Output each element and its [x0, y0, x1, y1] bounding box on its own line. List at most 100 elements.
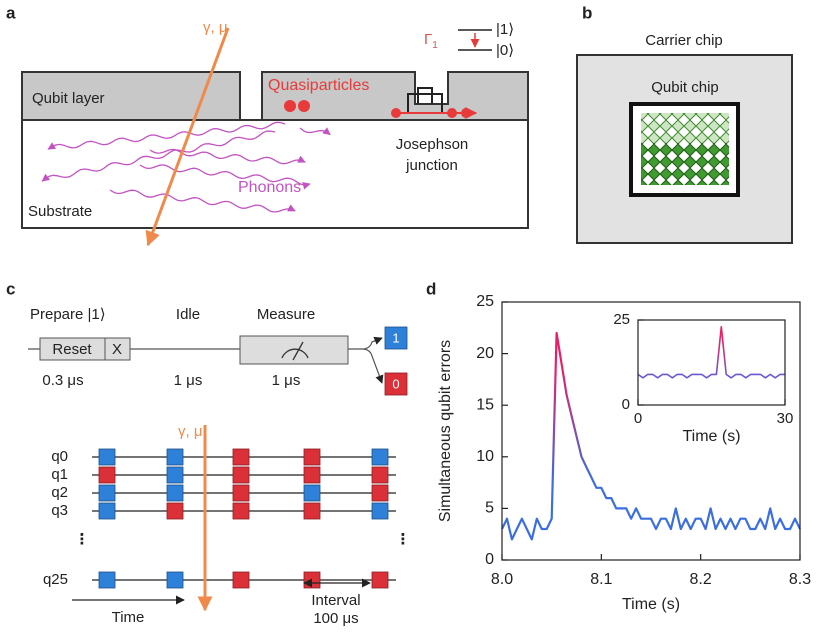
qubit-label: q0	[51, 448, 68, 465]
duration-label: 1 μs	[272, 372, 301, 389]
y-tick-label: 25	[613, 311, 630, 328]
layer-label: Qubit layer	[32, 90, 105, 107]
substrate-label: Substrate	[28, 203, 92, 220]
qubit-label: q25	[43, 571, 68, 588]
data-line	[501, 331, 801, 541]
carrier-label: Carrier chip	[645, 32, 723, 49]
readout-branch	[371, 336, 383, 345]
x-tick-label: 8.2	[690, 571, 712, 588]
junction	[407, 87, 443, 112]
outcome-square	[98, 502, 116, 520]
outcome-box	[384, 372, 408, 396]
substrate	[21, 119, 529, 229]
ellipsis: ⋮	[75, 531, 90, 548]
state-label: |1⟩	[496, 21, 514, 38]
carrier-chip	[576, 54, 793, 244]
x-gate	[104, 337, 131, 361]
outcome-square	[98, 448, 116, 466]
x-tick-label: 0	[634, 410, 642, 427]
chart: 0 25 0 30 Time (s)	[613, 311, 793, 445]
panel-label: b	[582, 3, 592, 22]
chart: 0 5 10 15 20 25 8.0 8.1 8.2 8.3 Time (s) Simultaneo…	[437, 293, 811, 613]
duration-label: 0.3 μs	[42, 372, 83, 389]
outcome-box	[384, 326, 408, 350]
junction-label: junction	[405, 157, 458, 174]
phonon	[139, 164, 311, 190]
outcome-square	[232, 484, 250, 502]
outcome-square	[166, 466, 184, 484]
charts: 0 5 10 15 20 25 8.0 8.1 8.2 8.3 Time (s) Simultaneo…	[437, 293, 811, 613]
panel-label: d	[426, 279, 436, 298]
qubit-lattice	[641, 143, 729, 185]
x-tick-label: 8.0	[491, 571, 513, 588]
readout-branch	[348, 337, 382, 383]
phonon	[149, 148, 306, 165]
gate-label: Reset	[52, 341, 92, 358]
plot-frame	[637, 319, 786, 406]
phonon	[109, 189, 296, 213]
phonon	[299, 127, 331, 136]
outcome-square	[303, 484, 321, 502]
outcome-square	[232, 448, 250, 466]
outcome-square	[371, 571, 389, 589]
state-label: |0⟩	[496, 42, 514, 59]
quasiparticle	[298, 100, 310, 112]
outcome-label: 1	[392, 330, 399, 345]
y-tick-label: 0	[622, 396, 630, 413]
outcome-square	[98, 466, 116, 484]
x-tick-label: 30	[777, 410, 794, 427]
outcome-square	[166, 571, 184, 589]
duration-label: 1 μs	[174, 372, 203, 389]
junction-label: Josephson	[396, 136, 469, 153]
inset-background	[638, 320, 785, 405]
qubit-label: q3	[51, 502, 68, 519]
outcome-square	[98, 484, 116, 502]
quasiparticles	[284, 100, 471, 118]
outcome-square	[303, 466, 321, 484]
panel-label: c	[6, 279, 15, 298]
y-tick-label: 25	[476, 293, 494, 310]
particle-label: γ, μ	[203, 19, 227, 36]
outcome-square	[232, 466, 250, 484]
outcome-square	[232, 502, 250, 520]
step-label: Prepare |1⟩	[30, 306, 106, 323]
phonon	[41, 130, 276, 182]
plot-frame	[501, 301, 801, 561]
step-label: Measure	[257, 306, 315, 323]
y-tick-label: 5	[485, 500, 494, 517]
outcome-square	[371, 448, 389, 466]
qubit-lattice	[641, 113, 729, 143]
outcome-square	[98, 571, 116, 589]
outcome-square	[303, 571, 321, 589]
outcome-square	[371, 502, 389, 520]
measure-gate	[239, 335, 349, 365]
interval-label: 100 μs	[313, 610, 358, 627]
meter	[281, 341, 309, 361]
data-line	[637, 326, 785, 379]
rate-subscript: 1	[432, 40, 438, 51]
outcome-square	[303, 502, 321, 520]
quasiparticle	[461, 108, 471, 118]
quasiparticle	[447, 108, 457, 118]
time-label: Time	[112, 609, 145, 626]
x-axis-label: Time (s)	[682, 428, 740, 445]
outcome-square	[166, 484, 184, 502]
y-tick-label: 15	[476, 396, 494, 413]
outcome-square	[232, 571, 250, 589]
outcome-square	[166, 502, 184, 520]
particle-track	[145, 27, 230, 247]
panel-label: a	[6, 3, 16, 22]
outcome-label: 0	[392, 376, 399, 391]
x-tick-label: 8.3	[789, 571, 811, 588]
interval-label: Interval	[311, 592, 360, 609]
phonon-waves	[41, 121, 331, 213]
rate-label: Γ1	[424, 31, 438, 51]
y-tick-label: 20	[476, 345, 494, 362]
outcome-square	[166, 448, 184, 466]
quasiparticle	[391, 108, 401, 118]
qubit-layer	[261, 71, 529, 121]
rate-symbol: Γ	[424, 31, 432, 48]
